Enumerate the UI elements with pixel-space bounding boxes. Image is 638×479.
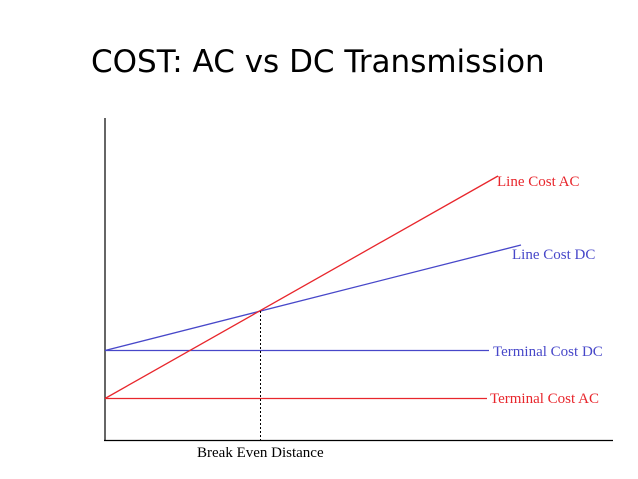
line-cost-ac-label: Line Cost AC <box>497 174 580 190</box>
break-even-distance-label: Break Even Distance <box>197 445 324 461</box>
line-cost-ac-line <box>104 175 499 400</box>
line-cost-dc-line <box>104 244 522 352</box>
line-cost-dc-label: Line Cost DC <box>512 247 595 263</box>
terminal-cost-dc-label: Terminal Cost DC <box>493 344 603 360</box>
terminal-cost-ac-label: Terminal Cost AC <box>490 391 599 407</box>
slide-title: COST: AC vs DC Transmission <box>91 44 545 80</box>
